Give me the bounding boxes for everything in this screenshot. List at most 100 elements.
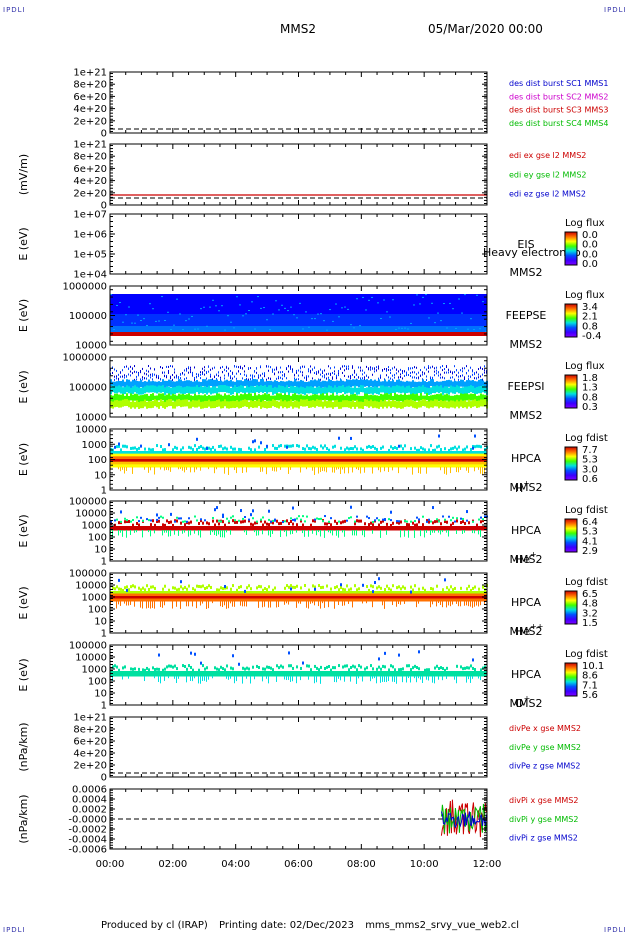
spectrogram-cell xyxy=(204,366,205,369)
spectrogram-cell xyxy=(408,676,409,679)
spectrogram-cell xyxy=(442,387,444,395)
spectrogram-cell xyxy=(440,373,441,376)
spectrogram-cell xyxy=(364,467,365,473)
spectrogram-cell xyxy=(174,381,176,389)
spectrogram-cell xyxy=(472,666,474,670)
spectrogram-cell xyxy=(224,601,225,606)
spectrogram-cell xyxy=(142,387,144,395)
spectrogram-cell xyxy=(352,467,353,473)
spectrogram-cell xyxy=(246,374,247,377)
spectrogram-cell xyxy=(304,395,306,403)
spectrogram-cell xyxy=(428,387,430,395)
spectrogram-cell xyxy=(446,380,448,388)
spectrogram-cell xyxy=(314,371,315,374)
spectrogram-cell xyxy=(214,375,215,378)
spectrogram-cell xyxy=(144,377,145,380)
spectrogram-cell xyxy=(194,515,196,518)
spectrogram-cell xyxy=(214,523,216,527)
spectrogram-cell xyxy=(432,379,434,387)
spectrogram-cell xyxy=(246,601,247,607)
spectrogram-cell xyxy=(184,369,185,372)
spectrogram-cell xyxy=(392,367,393,370)
spectrogram-cell xyxy=(222,587,224,591)
spectrogram-cell xyxy=(194,378,195,381)
spectrogram-cell xyxy=(480,601,481,606)
spectrogram-cell xyxy=(474,601,475,607)
spectrogram-cell xyxy=(216,387,218,395)
spectrogram-cell xyxy=(450,400,452,408)
spectrogram-cell xyxy=(182,467,183,471)
spectrogram-cell xyxy=(220,401,222,409)
spectrogram-cell xyxy=(146,518,148,521)
spectrogram-cell xyxy=(224,584,226,588)
colorbar-tick-label: -0.4 xyxy=(582,331,602,342)
spectrogram-cell xyxy=(230,516,232,519)
spectrogram-cell xyxy=(354,665,356,669)
spectrogram-cell xyxy=(178,467,179,470)
spectrogram-cell xyxy=(110,326,487,328)
spectrogram-cell xyxy=(328,372,329,375)
spectrogram-cell xyxy=(208,399,210,407)
spectrogram-cell xyxy=(190,401,192,409)
spectrogram-cell xyxy=(480,393,482,401)
spectrogram-cell xyxy=(156,400,158,408)
spectrogram-cell xyxy=(204,667,206,671)
spectrogram-cell xyxy=(173,324,175,326)
spectrogram-cell xyxy=(344,448,346,452)
spectrogram-cell xyxy=(318,379,320,387)
spectrogram-cell xyxy=(378,401,380,409)
spectrogram-cell xyxy=(214,386,216,394)
spectrogram-cell xyxy=(359,325,361,327)
spectrogram-cell xyxy=(118,578,120,582)
spectrogram-cell xyxy=(468,584,470,588)
spectrogram-cell xyxy=(438,371,439,374)
y-axis-label: (mV/m) xyxy=(17,154,30,195)
spectrogram-cell xyxy=(346,400,348,408)
spectrogram-cell xyxy=(138,401,140,409)
spectrogram-cell xyxy=(256,520,258,523)
spectrogram-cell xyxy=(180,585,182,589)
spectrogram-cell xyxy=(450,467,451,474)
spectrogram-cell xyxy=(422,296,424,298)
spectrogram-cell xyxy=(268,585,270,589)
spectrogram-cell xyxy=(370,399,372,407)
spectrogram-cell xyxy=(336,399,338,407)
spectrogram-cell xyxy=(380,676,381,683)
spectrogram-cell xyxy=(294,585,296,589)
spectrogram-cell xyxy=(444,371,445,374)
spectrogram-cell xyxy=(130,585,132,589)
spectrogram-cell xyxy=(224,380,226,388)
spectrogram-cell xyxy=(422,399,424,407)
spectrogram-cell xyxy=(448,588,450,592)
spectrogram-cell xyxy=(226,385,228,393)
spectrogram-cell xyxy=(228,467,229,475)
spectrogram-cell xyxy=(254,328,256,330)
spectrogram-cell xyxy=(128,601,129,606)
spectrogram-cell xyxy=(274,518,276,521)
spectrogram-cell xyxy=(344,374,345,377)
spectrogram-cell xyxy=(316,448,318,452)
spectrogram-cell xyxy=(154,523,156,527)
spectrogram-cell xyxy=(258,376,259,379)
spectrogram-cell xyxy=(186,369,187,372)
spectrogram-cell xyxy=(176,385,178,393)
spectrogram-cell xyxy=(272,395,274,403)
spectrogram-cell xyxy=(404,374,405,377)
spectrogram-cell xyxy=(336,376,337,379)
spectrogram-cell xyxy=(312,380,314,388)
spectrogram-cell xyxy=(275,300,277,302)
spectrogram-cell xyxy=(406,664,408,668)
spectrogram-cell xyxy=(188,530,189,537)
spectrogram-cell xyxy=(418,371,419,374)
spectrogram-cell xyxy=(372,395,374,403)
spectrogram-cell xyxy=(438,401,440,409)
spectrogram-cell xyxy=(266,401,268,409)
spectrogram-cell xyxy=(216,467,217,470)
spectrogram-cell xyxy=(392,584,394,588)
spectrogram-cell xyxy=(218,374,219,377)
spectrogram-cell xyxy=(220,376,221,379)
spectrogram-cell xyxy=(372,467,373,474)
spectrogram-cell xyxy=(446,327,448,329)
spectrogram-cell xyxy=(264,375,265,378)
spectrogram-cell xyxy=(398,370,399,373)
